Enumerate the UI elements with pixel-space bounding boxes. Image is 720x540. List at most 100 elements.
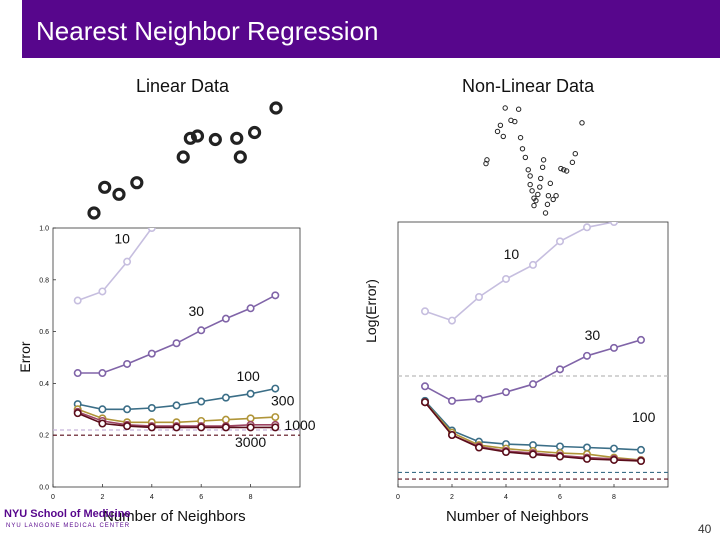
nonlinear-error-series-30-point	[582, 351, 591, 360]
nonlinear-data-point	[545, 193, 552, 199]
linear-error-series-300-point	[271, 413, 280, 422]
nonlinear-data-point	[563, 168, 570, 174]
nonlinear-data-point	[525, 167, 531, 173]
nonlinear-data-point	[522, 154, 529, 161]
nonlinear-error-series-10-point	[528, 260, 537, 269]
linear-error-series-3000-point	[147, 423, 156, 432]
nonlinear-data-point	[512, 118, 518, 125]
nonlinear-data-point	[569, 159, 576, 166]
linear-error-series-30-point	[147, 349, 156, 358]
nonlinear-error-series-30-point	[528, 380, 537, 389]
linear-error-y-tick-label: 0.4	[39, 381, 49, 388]
linear-data-point	[176, 150, 190, 164]
nonlinear-error-series-3000-point	[447, 431, 456, 440]
nonlinear-error-series-100-point	[636, 445, 645, 454]
linear-error-series-30-point	[246, 304, 255, 313]
nonlinear-data-point	[494, 128, 501, 135]
linear-error-frame	[52, 227, 301, 488]
linear-error-x-tick-label: 4	[150, 494, 154, 501]
linear-error-annotation-300: 300	[271, 392, 295, 408]
nonlinear-error-series-10-point	[610, 222, 618, 226]
nonlinear-data-point	[531, 202, 537, 209]
nonlinear-error-series-3000-point	[582, 454, 591, 463]
nonlinear-data-point	[544, 201, 551, 208]
linear-error-annotation-100: 100	[236, 368, 260, 384]
nonlinear-error-series-30-line	[424, 339, 642, 402]
nonlinear-data-point	[519, 146, 526, 152]
nonlinear-data-point	[527, 181, 533, 188]
nonlinear-error-series-10-point	[501, 274, 510, 283]
linear-error-series-3000-point	[73, 409, 82, 418]
nonlinear-error-series-3000-point	[609, 455, 618, 464]
nonlinear-data-point	[547, 180, 554, 187]
nonlinear-error-series-100-point	[609, 444, 618, 453]
linear-error-y-tick-label: 0.2	[39, 433, 49, 440]
nonlinear-error-y-axis-label: Log(Error)	[363, 279, 379, 343]
linear-data-point	[247, 125, 262, 140]
nonlinear-error-x-tick-label: 6	[558, 494, 562, 501]
linear-data-point	[269, 101, 283, 115]
nonlinear-error-series-100-point	[555, 442, 564, 451]
linear-error-series-30-point	[123, 359, 132, 368]
nonlinear-data-point	[484, 157, 490, 163]
linear-error-series-100-point	[271, 384, 280, 393]
nonlinear-data-point	[553, 193, 559, 199]
nonlinear-data-point	[540, 157, 547, 163]
nonlinear-error-series-30-point	[636, 335, 645, 344]
nonlinear-data-point	[542, 210, 549, 216]
nonlinear-data-point	[500, 133, 506, 140]
linear-error-annotation-30: 30	[188, 303, 204, 319]
nonlinear-data-point	[537, 184, 543, 190]
nonlinear-data-point	[535, 191, 541, 198]
linear-data-point	[112, 187, 126, 201]
nonlinear-error-series-3000-point	[501, 448, 510, 457]
linear-error-y-tick-label: 1.0	[39, 226, 49, 233]
linear-error-x-tick-label: 0	[51, 494, 55, 501]
nonlinear-error-annotation-30: 30	[585, 327, 601, 343]
nonlinear-error-x-tick-label: 4	[504, 494, 508, 501]
linear-error-x-tick-label: 2	[100, 494, 104, 501]
nonlinear-data-point	[517, 134, 524, 141]
nonlinear-error-annotation-10: 10	[504, 246, 520, 262]
nonlinear-data-point	[561, 167, 567, 173]
linear-error-series-10-point	[123, 257, 132, 266]
nonlinear-error-series-3000-point	[528, 450, 537, 459]
x-axis-label-nonlinear: Number of Neighbors	[446, 508, 589, 525]
linear-error-series-3000-point	[123, 422, 132, 431]
subtitle-nonlinear: Non-Linear Data	[462, 76, 595, 96]
linear-error-series-30-point	[98, 369, 107, 378]
linear-error-series-100-point	[246, 389, 255, 398]
linear-error-y-tick-label: 0.6	[39, 329, 49, 336]
linear-error-series-30-point	[197, 326, 206, 335]
nonlinear-error-plot-area	[398, 222, 668, 480]
linear-error-y-tick-label: 0.8	[39, 277, 49, 284]
nonlinear-error-series-3000-point	[555, 452, 564, 461]
nonlinear-data-point	[558, 165, 564, 172]
linear-error-series-3000-point	[246, 423, 255, 432]
linear-error-series-300-point	[221, 415, 230, 424]
nyu-logo-subtext: NYU LANGONE MEDICAL CENTER	[6, 523, 131, 529]
nonlinear-error-x-tick-label: 8	[612, 494, 616, 501]
nonlinear-error-series-30-point	[447, 396, 456, 405]
nonlinear-data-point	[497, 122, 504, 128]
nonlinear-error-series-100-point	[582, 443, 591, 452]
nonlinear-error-series-10-point	[447, 316, 456, 325]
linear-error-series-30-point	[172, 339, 181, 348]
nonlinear-error-series-10-point	[420, 307, 429, 316]
linear-error-series-10-point	[73, 296, 82, 305]
header: Nearest Neighbor Regression	[0, 0, 720, 58]
nonlinear-data-point	[539, 164, 546, 170]
nonlinear-data-point	[515, 106, 522, 112]
linear-error-series-3000-point	[197, 423, 206, 432]
linear-error-series-100-point	[221, 393, 230, 402]
linear-data-point	[208, 132, 222, 147]
linear-data-point	[130, 176, 144, 190]
linear-error-annotation-1000: 1000	[284, 417, 315, 433]
linear-error-series-100-point	[98, 405, 107, 414]
linear-data-point	[183, 131, 197, 145]
linear-error-series-100-point	[123, 405, 132, 414]
nonlinear-error-x-tick-label: 2	[450, 494, 454, 501]
nyu-logo: NYU School of Medicine	[4, 508, 131, 520]
nonlinear-error-series-30-point	[555, 365, 564, 374]
